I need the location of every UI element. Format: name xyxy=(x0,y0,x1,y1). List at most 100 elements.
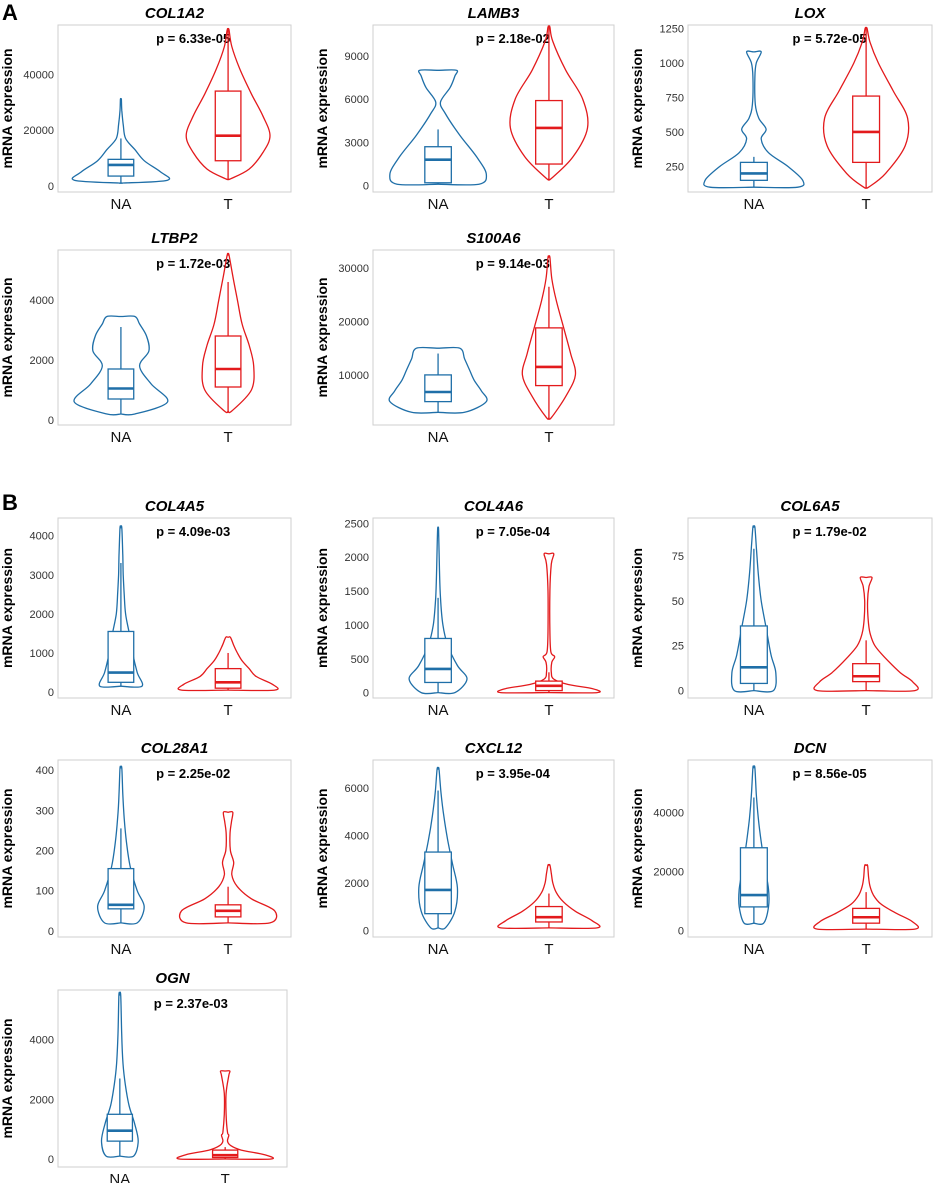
x-tick-label: NA xyxy=(743,196,764,213)
violin-outline xyxy=(738,765,770,926)
x-tick-label: NA xyxy=(428,702,449,719)
y-tick-label: 0 xyxy=(363,181,369,193)
x-tick-label: NA xyxy=(110,702,131,719)
y-tick-label: 4000 xyxy=(345,830,369,842)
group-t: T xyxy=(813,863,920,958)
x-tick-label: NA xyxy=(743,702,764,719)
chart-title: COL1A2 xyxy=(145,5,205,22)
plot-frame xyxy=(372,249,615,426)
iqr-box xyxy=(535,327,563,387)
chart-cxcl12: CXCL12 p = 3.95e-04 mRNA expression 0 2000 40… xyxy=(314,740,615,958)
iqr-box xyxy=(106,1113,134,1142)
violin-outline xyxy=(408,526,468,695)
group-t: T xyxy=(497,863,601,958)
iqr-box xyxy=(107,867,135,910)
iqr-box xyxy=(424,637,452,684)
group-t: T xyxy=(497,552,601,719)
group-t: T xyxy=(521,255,577,446)
iqr-box xyxy=(211,1149,239,1159)
x-tick-label: T xyxy=(862,196,871,213)
chart-title: DCN xyxy=(794,740,828,757)
group-na: NA xyxy=(418,766,459,958)
y-tick-label: 20000 xyxy=(338,316,369,328)
violin-outline xyxy=(703,50,805,189)
x-tick-label: T xyxy=(544,941,553,958)
group-na: NA xyxy=(730,525,777,719)
x-tick-label: T xyxy=(544,702,553,719)
x-tick-label: T xyxy=(862,702,871,719)
group-na: NA xyxy=(703,50,805,213)
p-value: p = 4.09e-03 xyxy=(156,524,230,539)
chart-title: CXCL12 xyxy=(465,740,523,757)
y-axis-label: mRNA expression xyxy=(0,48,15,168)
group-na: NA xyxy=(388,346,488,446)
p-value: p = 1.79e-02 xyxy=(792,524,866,539)
y-tick-label: 2000 xyxy=(345,552,369,564)
iqr-box xyxy=(739,625,768,685)
x-tick-label: T xyxy=(544,196,553,213)
y-tick-label: 0 xyxy=(48,926,54,938)
y-tick-label: 10000 xyxy=(338,370,369,382)
chart-title: LAMB3 xyxy=(468,5,520,22)
group-na: NA xyxy=(389,69,488,213)
violin-outline xyxy=(418,766,459,930)
plot-frame xyxy=(372,24,615,193)
group-na: NA xyxy=(100,991,139,1183)
plot-frame xyxy=(57,989,288,1168)
iqr-box xyxy=(852,95,881,164)
y-tick-label: 6000 xyxy=(345,94,369,106)
x-tick-label: NA xyxy=(743,941,764,958)
y-axis-label: mRNA expression xyxy=(0,788,15,908)
iqr-box xyxy=(535,905,563,923)
x-tick-label: NA xyxy=(110,941,131,958)
y-tick-label: 250 xyxy=(666,162,684,174)
iqr-box xyxy=(739,847,768,908)
violin-outline xyxy=(177,636,279,692)
group-na: NA xyxy=(98,525,144,719)
group-na: NA xyxy=(408,526,468,719)
iqr-box xyxy=(535,99,563,165)
y-tick-label: 1500 xyxy=(345,586,369,598)
y-tick-label: 0 xyxy=(363,925,369,937)
x-tick-label: NA xyxy=(110,196,131,213)
chart-ogn: OGN p = 2.37e-03 mRNA expression 0 2000 4000 N… xyxy=(0,970,288,1183)
chart-col4a6: COL4A6 p = 7.05e-04 mRNA expression 0 500 100… xyxy=(314,498,615,719)
plot-frame xyxy=(57,759,292,938)
x-tick-label: T xyxy=(224,941,233,958)
y-tick-label: 40000 xyxy=(23,69,54,81)
y-tick-label: 2000 xyxy=(30,355,54,367)
p-value: p = 9.14e-03 xyxy=(476,256,550,271)
y-axis-label: mRNA expression xyxy=(0,1018,15,1138)
violin-outline xyxy=(178,810,278,925)
y-tick-label: 3000 xyxy=(345,137,369,149)
iqr-box xyxy=(107,158,135,177)
y-tick-label: 0 xyxy=(48,1154,54,1166)
y-tick-label: 300 xyxy=(36,805,54,817)
y-tick-label: 1000 xyxy=(345,620,369,632)
iqr-box xyxy=(424,851,452,915)
y-tick-label: 500 xyxy=(666,127,684,139)
y-tick-label: 1000 xyxy=(30,648,54,660)
y-axis-label: mRNA expression xyxy=(629,548,645,668)
y-tick-label: 0 xyxy=(678,926,684,938)
x-tick-label: T xyxy=(224,196,233,213)
group-t: T xyxy=(822,26,910,213)
p-value: p = 2.25e-02 xyxy=(156,766,230,781)
p-value: p = 8.56e-05 xyxy=(792,766,866,781)
violin-outline xyxy=(497,863,601,930)
y-tick-label: 0 xyxy=(48,687,54,699)
p-value: p = 2.18e-02 xyxy=(476,31,550,46)
group-t: T xyxy=(185,27,271,213)
plot-frame xyxy=(57,517,292,699)
violin-outline xyxy=(96,765,145,925)
x-tick-label: NA xyxy=(428,196,449,213)
y-tick-label: 0 xyxy=(48,181,54,193)
group-na: NA xyxy=(73,315,169,446)
p-value: p = 2.37e-03 xyxy=(154,996,228,1011)
violin-outline xyxy=(813,576,919,692)
plot-frame xyxy=(57,24,292,193)
iqr-box xyxy=(852,907,881,924)
iqr-box xyxy=(214,335,242,388)
violin-outline xyxy=(389,69,488,186)
p-value: p = 1.72e-03 xyxy=(156,256,230,271)
